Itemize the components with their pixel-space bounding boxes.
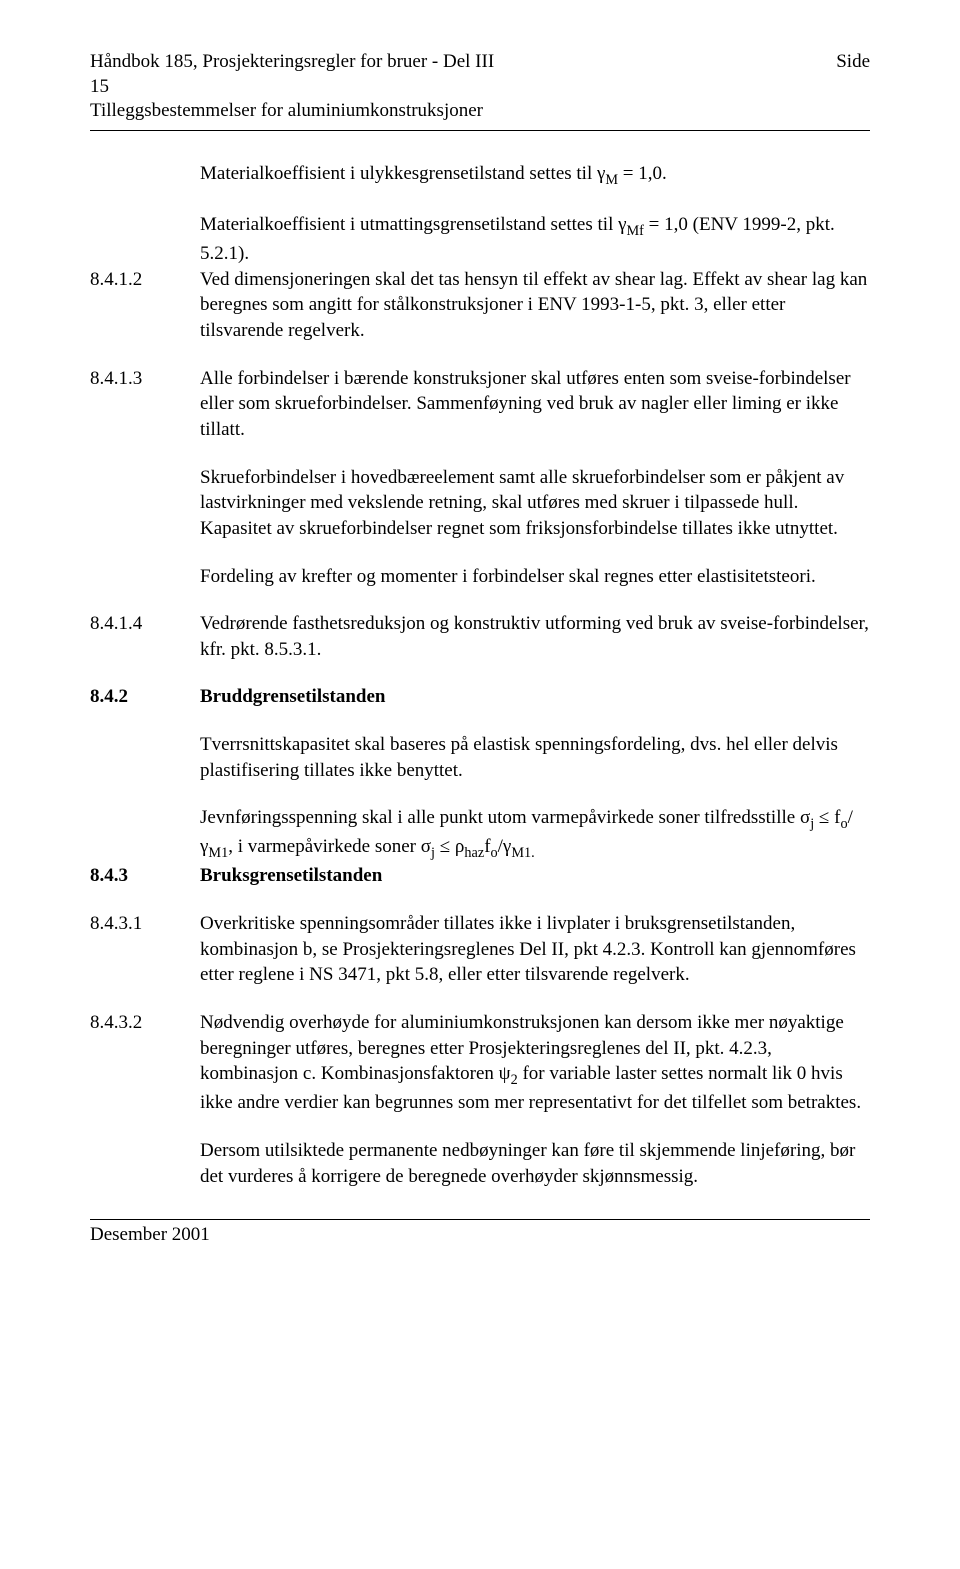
section-number: 8.4.1.3 — [90, 366, 200, 589]
page-header: Håndbok 185, Prosjekteringsregler for br… — [90, 50, 870, 124]
text-fragment: Materialkoeffisient i ulykkesgrensetilst… — [200, 163, 605, 184]
section-number: 8.4.2 — [90, 684, 200, 710]
section-text: Alle forbindelser i bærende konstruksjon… — [200, 366, 870, 589]
section-8-4-1-3: 8.4.1.3 Alle forbindelser i bærende kons… — [90, 366, 870, 589]
intro-block: Materialkoeffisient i ulykkesgrensetilst… — [90, 161, 870, 267]
intro-para-2: Materialkoeffisient i utmattingsgrenseti… — [200, 212, 870, 267]
subscript: 2 — [511, 1072, 518, 1088]
section-text: Nødvendig overhøyde for aluminiumkonstru… — [200, 1010, 870, 1189]
section-8-4-2-heading: 8.4.2 Bruddgrensetilstanden — [90, 684, 870, 710]
intro-para-1: Materialkoeffisient i ulykkesgrensetilst… — [200, 161, 870, 190]
text-fragment: , i varmepåvirkede soner σ — [228, 836, 431, 857]
side-label: Side — [836, 50, 870, 75]
paragraph-formula: Jevnføringsspenning skal i alle punkt ut… — [200, 805, 870, 863]
text-fragment: = 1,0. — [618, 163, 667, 184]
section-number: 8.4.3.1 — [90, 911, 200, 988]
header-row-1: Håndbok 185, Prosjekteringsregler for br… — [90, 50, 870, 75]
section-8-4-3-2: 8.4.3.2 Nødvendig overhøyde for aluminiu… — [90, 1010, 870, 1189]
section-number: 8.4.1.2 — [90, 267, 200, 344]
section-text: Overkritiske spenningsområder tillates i… — [200, 911, 870, 988]
text-fragment: ≤ ρ — [435, 836, 464, 857]
section-text: Vedrørende fasthetsreduksjon og konstruk… — [200, 611, 870, 662]
document-page: Håndbok 185, Prosjekteringsregler for br… — [0, 0, 960, 1569]
paragraph: Nødvendig overhøyde for aluminiumkonstru… — [200, 1010, 870, 1116]
section-8-4-1-4: 8.4.1.4 Vedrørende fasthetsreduksjon og … — [90, 611, 870, 662]
text-fragment: Jevnføringsspenning skal i alle punkt ut… — [200, 807, 810, 828]
section-text: Ved dimensjoneringen skal det tas hensyn… — [200, 267, 870, 344]
section-8-4-3-1: 8.4.3.1 Overkritiske spenningsområder ti… — [90, 911, 870, 988]
section-8-4-3-heading: 8.4.3 Bruksgrensetilstanden — [90, 863, 870, 889]
paragraph: Dersom utilsiktede permanente nedbøyning… — [200, 1138, 870, 1189]
text-fragment: Materialkoeffisient i utmattingsgrenseti… — [200, 214, 627, 235]
section-heading: Bruddgrensetilstanden — [200, 684, 870, 710]
text-fragment: /γ — [498, 836, 512, 857]
header-rule — [90, 130, 870, 131]
section-number: 8.4.3.2 — [90, 1010, 200, 1189]
section-8-4-1-2: 8.4.1.2 Ved dimensjoneringen skal det ta… — [90, 267, 870, 344]
paragraph: Tverrsnittskapasitet skal baseres på ela… — [200, 732, 870, 783]
footer-text: Desember 2001 — [90, 1224, 870, 1246]
section-number: 8.4.1.4 — [90, 611, 200, 662]
text-fragment: ≤ f — [814, 807, 840, 828]
section-heading: Bruksgrensetilstanden — [200, 863, 870, 889]
section-number: 8.4.3 — [90, 863, 200, 889]
paragraph: Fordeling av krefter og momenter i forbi… — [200, 564, 870, 590]
page-number: 15 — [90, 75, 870, 100]
subscript: M1 — [208, 845, 228, 861]
paragraph: Alle forbindelser i bærende konstruksjon… — [200, 366, 870, 443]
subscript: haz — [464, 845, 484, 861]
section-8-4-2-body: Tverrsnittskapasitet skal baseres på ela… — [90, 732, 870, 863]
subscript: Mf — [627, 223, 644, 239]
doc-title: Håndbok 185, Prosjekteringsregler for br… — [90, 50, 494, 75]
document-body: Materialkoeffisient i ulykkesgrensetilst… — [90, 161, 870, 1189]
subscript: o — [840, 816, 847, 832]
subscript: M — [605, 172, 618, 188]
subscript: M1. — [511, 845, 534, 861]
subscript: o — [491, 845, 498, 861]
doc-subtitle: Tilleggsbestemmelser for aluminiumkonstr… — [90, 99, 870, 124]
footer-rule — [90, 1219, 870, 1220]
paragraph: Skrueforbindelser i hovedbæreelement sam… — [200, 465, 870, 542]
